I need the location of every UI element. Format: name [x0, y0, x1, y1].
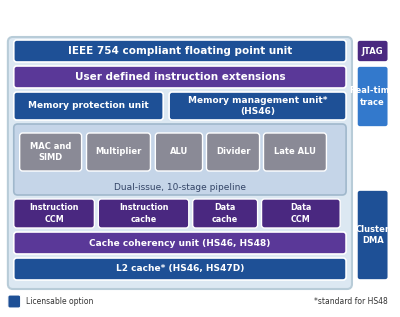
Text: Cache coherency unit (HS46, HS48): Cache coherency unit (HS46, HS48) [89, 238, 271, 248]
Text: Divider: Divider [216, 147, 250, 157]
FancyBboxPatch shape [357, 190, 388, 280]
FancyBboxPatch shape [14, 199, 94, 228]
Text: IEEE 754 compliant floating point unit: IEEE 754 compliant floating point unit [68, 46, 292, 56]
Text: Late ALU: Late ALU [274, 147, 316, 157]
Text: ALU: ALU [170, 147, 188, 157]
Text: L2 cache* (HS46, HS47D): L2 cache* (HS46, HS47D) [116, 264, 244, 274]
FancyBboxPatch shape [193, 199, 258, 228]
FancyBboxPatch shape [264, 133, 326, 171]
Text: Instruction
cache: Instruction cache [119, 204, 168, 223]
FancyBboxPatch shape [8, 295, 21, 308]
FancyBboxPatch shape [14, 232, 346, 254]
Text: Instruction
CCM: Instruction CCM [29, 204, 79, 223]
Text: User defined instruction extensions: User defined instruction extensions [75, 72, 285, 82]
FancyBboxPatch shape [14, 92, 163, 120]
FancyBboxPatch shape [14, 66, 346, 88]
Text: Memory protection unit: Memory protection unit [28, 101, 149, 111]
FancyBboxPatch shape [8, 37, 352, 289]
Text: JTAG: JTAG [362, 47, 384, 55]
Text: Data
cache: Data cache [212, 204, 238, 223]
Text: Dual-issue, 10-stage pipeline: Dual-issue, 10-stage pipeline [114, 183, 246, 191]
Text: MAC and
SIMD: MAC and SIMD [30, 142, 71, 162]
Text: Licensable option: Licensable option [26, 297, 93, 306]
FancyBboxPatch shape [14, 258, 346, 280]
FancyBboxPatch shape [206, 133, 260, 171]
FancyBboxPatch shape [169, 92, 346, 120]
FancyBboxPatch shape [155, 133, 202, 171]
FancyBboxPatch shape [86, 133, 150, 171]
Text: Memory management unit*
(HS46): Memory management unit* (HS46) [188, 96, 327, 116]
FancyBboxPatch shape [14, 124, 346, 195]
Text: Multiplier: Multiplier [95, 147, 142, 157]
Text: Cluster
DMA: Cluster DMA [356, 225, 390, 245]
FancyBboxPatch shape [357, 66, 388, 127]
Text: *standard for HS48: *standard for HS48 [314, 297, 387, 306]
Text: Real-time
trace: Real-time trace [350, 87, 396, 107]
Text: Data
CCM: Data CCM [290, 204, 312, 223]
FancyBboxPatch shape [262, 199, 340, 228]
FancyBboxPatch shape [98, 199, 189, 228]
FancyBboxPatch shape [20, 133, 82, 171]
FancyBboxPatch shape [14, 40, 346, 62]
FancyBboxPatch shape [357, 40, 388, 62]
